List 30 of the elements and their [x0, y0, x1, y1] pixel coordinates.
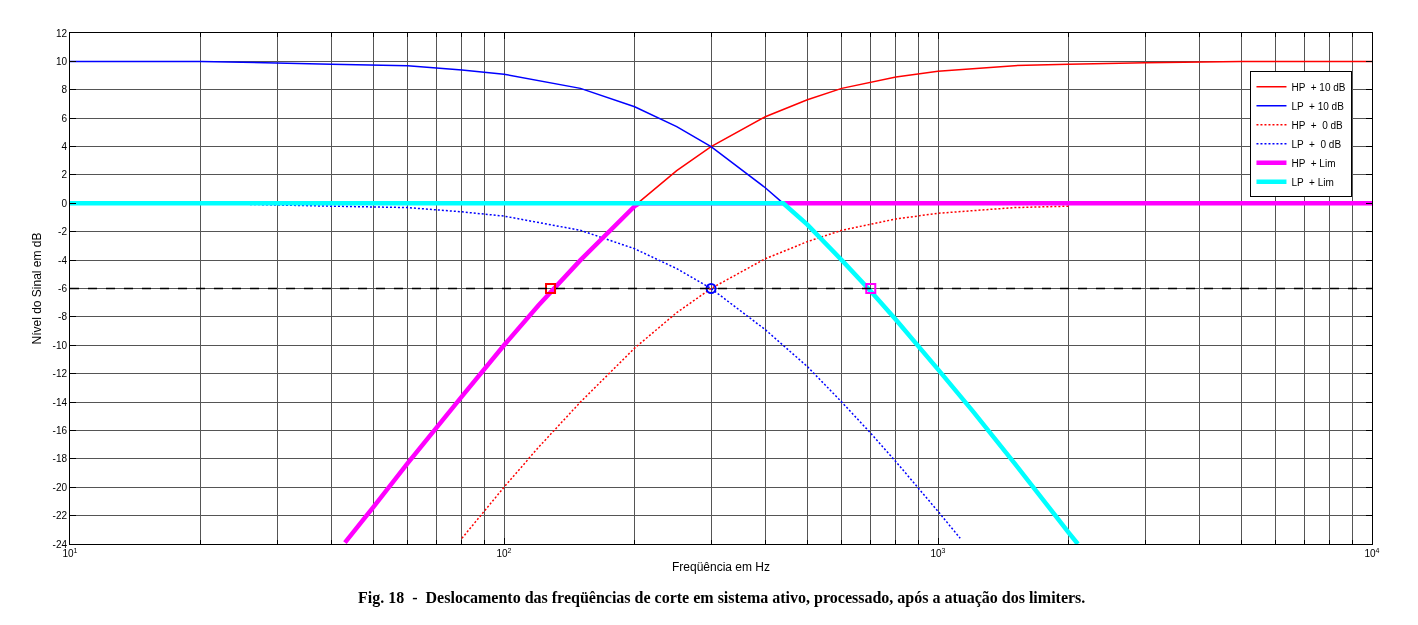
- y-tick-label: 12: [55, 27, 68, 39]
- y-tick-label: 10: [55, 55, 68, 67]
- legend-label: LP + 0 dB: [1291, 138, 1342, 150]
- y-tick-label: -4: [58, 254, 68, 266]
- y-tick-label: -16: [52, 424, 68, 436]
- y-tick-label: -22: [52, 510, 68, 522]
- y-tick-label: -12: [52, 368, 68, 380]
- y-tick-label: 2: [61, 169, 68, 181]
- y-axis-title: Nível do Sinal em dB: [29, 232, 44, 345]
- y-tick-label: -6: [58, 283, 68, 294]
- legend-label: HP + Lim: [1291, 157, 1336, 169]
- y-tick-label: -18: [52, 453, 68, 465]
- y-tick-label: -10: [52, 339, 68, 351]
- y-tick-label: 4: [61, 141, 68, 153]
- legend-label: HP + 10 dB: [1291, 81, 1346, 93]
- legend-label: LP + Lim: [1291, 176, 1334, 188]
- legend-label: LP + 10 dB: [1291, 100, 1345, 112]
- x-tick-label: 10$^{2}$: [496, 546, 512, 559]
- y-tick-label: -8: [58, 311, 68, 323]
- y-tick-label: -20: [52, 481, 68, 493]
- caption: Fig. 18 - Deslocamento das freqüências de corte em sistema ativo, processado, após a atuação dos limiters.: [358, 589, 1086, 607]
- x-tick-label: 10$^{4}$: [1364, 546, 1380, 559]
- y-tick-label: 0: [61, 197, 68, 209]
- y-tick-label: 6: [61, 112, 68, 124]
- x-axis-title: Freqüência em Hz: [671, 559, 771, 574]
- legend-label: HP + 0 dB: [1291, 119, 1344, 131]
- y-tick-label: 8: [61, 84, 68, 96]
- y-tick-label: -14: [52, 396, 68, 408]
- x-tick-label: 10$^{3}$: [930, 546, 946, 559]
- y-tick-label: -2: [58, 226, 68, 238]
